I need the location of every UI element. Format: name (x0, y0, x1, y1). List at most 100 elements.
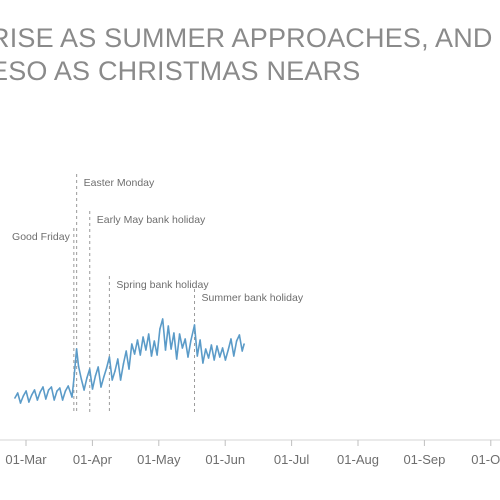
data-point (71, 396, 73, 398)
data-point (243, 343, 245, 345)
data-point (97, 366, 99, 368)
data-point (150, 355, 153, 357)
data-point (173, 332, 175, 334)
data-point (59, 387, 61, 389)
data-point (213, 359, 215, 361)
x-tick-label: 01-Jun (205, 452, 245, 467)
data-point (25, 390, 27, 392)
data-point (133, 353, 136, 355)
data-point (156, 354, 158, 356)
data-point (64, 390, 67, 392)
data-point (193, 324, 196, 326)
data-point (119, 379, 122, 381)
annotation-label: Spring bank holiday (116, 279, 209, 291)
data-point (227, 349, 229, 351)
data-point (108, 356, 111, 358)
x-axis: 01-Mar 01-Apr 01-May 01-Jun 01-Jul 01-Aug 01-S… (0, 439, 500, 467)
data-point (175, 358, 178, 360)
data-point (100, 386, 102, 388)
data-point (77, 365, 80, 367)
data-point (91, 388, 94, 390)
data-point (83, 389, 85, 391)
data-point (181, 347, 184, 349)
data-point (210, 344, 213, 346)
data-point (22, 395, 25, 397)
data-point (164, 349, 167, 351)
data-point (125, 350, 128, 352)
data-point (178, 333, 181, 335)
series-line (14, 318, 245, 404)
data-point (142, 336, 144, 338)
data-point (56, 390, 58, 392)
x-tick-label: 01-Sep (403, 452, 445, 467)
data-point (94, 375, 97, 377)
x-tick-label: 01-Mar (5, 452, 47, 467)
data-point (80, 378, 83, 380)
data-point (238, 334, 241, 336)
data-point (44, 398, 47, 400)
chart-title-line-1: RISE AS SUMMER APPROACHES, AND (0, 23, 493, 53)
data-point (199, 339, 201, 341)
annotation-label: Easter Monday (84, 177, 155, 189)
data-point (159, 328, 161, 330)
series-layer (14, 318, 245, 404)
annotation-label: Good Friday (12, 231, 71, 243)
data-point (161, 318, 164, 320)
x-tick-label: 01-Jul (274, 452, 310, 467)
x-tick-label: 01-Apr (73, 452, 113, 467)
annotation-label: Early May bank holiday (97, 214, 206, 226)
data-point (47, 389, 50, 391)
data-point (36, 399, 39, 401)
data-point (28, 401, 30, 403)
data-point (187, 356, 189, 358)
data-point (196, 355, 199, 357)
data-point (139, 354, 142, 356)
data-point (86, 377, 88, 379)
data-point (111, 379, 113, 381)
data-point (53, 399, 55, 401)
data-point (170, 348, 172, 350)
data-point (102, 376, 105, 378)
data-point (230, 338, 232, 340)
data-point (128, 368, 130, 370)
data-point (88, 368, 91, 370)
data-point (39, 391, 41, 393)
data-point (218, 356, 221, 358)
data-point (153, 340, 156, 342)
data-point (131, 343, 133, 345)
data-point (122, 363, 125, 365)
data-point (241, 350, 244, 352)
data-point (147, 333, 150, 335)
data-point (235, 340, 238, 342)
data-point (105, 367, 108, 369)
data-point (202, 362, 204, 364)
data-point (114, 370, 116, 372)
data-point (14, 397, 16, 399)
data-point (73, 379, 75, 381)
data-point (136, 339, 139, 341)
data-point (19, 402, 22, 404)
data-point (16, 392, 19, 394)
data-point (145, 349, 147, 351)
annotation-label: Summer bank holiday (202, 292, 304, 304)
data-point (167, 325, 170, 327)
data-point (33, 389, 36, 391)
annotations: Good Friday Easter Monday Early May bank h… (12, 174, 304, 412)
data-point (224, 359, 227, 361)
data-point (189, 340, 192, 342)
data-point (233, 355, 235, 357)
data-point (221, 347, 224, 349)
data-point (61, 399, 64, 401)
data-point (216, 345, 218, 347)
x-tick-label: 01-Aug (337, 452, 379, 467)
data-point (30, 394, 33, 396)
data-point (204, 348, 207, 350)
data-point (117, 358, 119, 360)
x-tick-label: 01-May (137, 452, 181, 467)
data-point (207, 357, 210, 359)
data-point (50, 386, 53, 388)
chart-title: RISE AS SUMMER APPROACHES, AND ESO AS CH… (0, 22, 493, 88)
data-point (67, 385, 70, 387)
data-point (42, 386, 44, 388)
